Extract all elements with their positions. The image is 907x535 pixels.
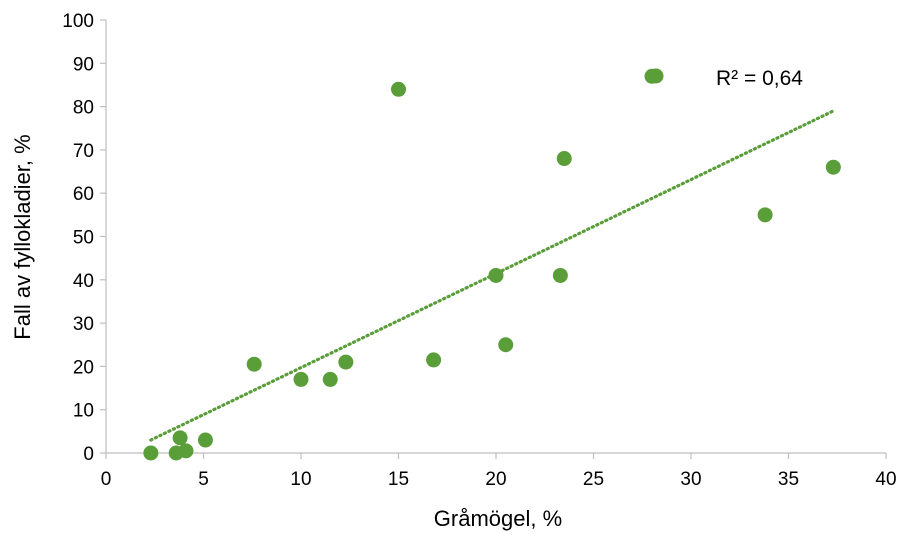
y-tick-label: 100 [62,11,94,32]
data-points [143,68,841,461]
y-tick-label: 90 [73,54,94,75]
data-point [143,445,159,461]
y-axis-title: Fall av fyllokladier, % [10,134,35,339]
data-point [246,356,262,372]
y-tick-label: 0 [83,444,94,465]
data-point [293,371,309,387]
x-tick-label: 0 [101,469,112,490]
data-point [825,159,841,175]
data-point [426,352,442,368]
data-point [488,267,504,283]
data-point [322,371,338,387]
data-point [391,81,406,97]
y-tick-label: 10 [73,401,94,422]
data-point [556,151,572,167]
y-tick-label: 40 [73,271,94,292]
x-tick-label: 40 [875,469,896,490]
data-point [757,207,773,223]
data-point [172,430,188,446]
x-tick-label: 25 [583,469,604,490]
x-tick-label: 20 [485,469,506,490]
data-point [197,432,213,448]
data-point [552,267,568,283]
x-tick-label: 35 [778,469,799,490]
x-tick-label: 5 [198,469,209,490]
x-tick-label: 15 [388,469,409,490]
x-axis-title: Gråmögel, % [434,506,562,531]
y-tick-label: 70 [73,141,94,162]
data-point [338,354,354,370]
x-tick-group: 0 5 10 15 20 25 30 35 40 [101,453,897,490]
r-squared-annotation: R² = 0,64 [716,67,803,90]
y-tick-group: 0 10 20 30 40 50 60 70 80 90 100 [62,11,106,465]
y-tick-label: 30 [73,314,94,335]
x-tick-label: 10 [290,469,311,490]
y-tick-label: 60 [73,184,94,205]
y-tick-label: 80 [73,98,94,119]
legend-marker [648,68,664,84]
y-tick-label: 20 [73,357,94,378]
data-point [178,443,194,459]
y-tick-label: 50 [73,228,94,249]
x-tick-label: 30 [680,469,701,490]
data-point [498,337,514,353]
